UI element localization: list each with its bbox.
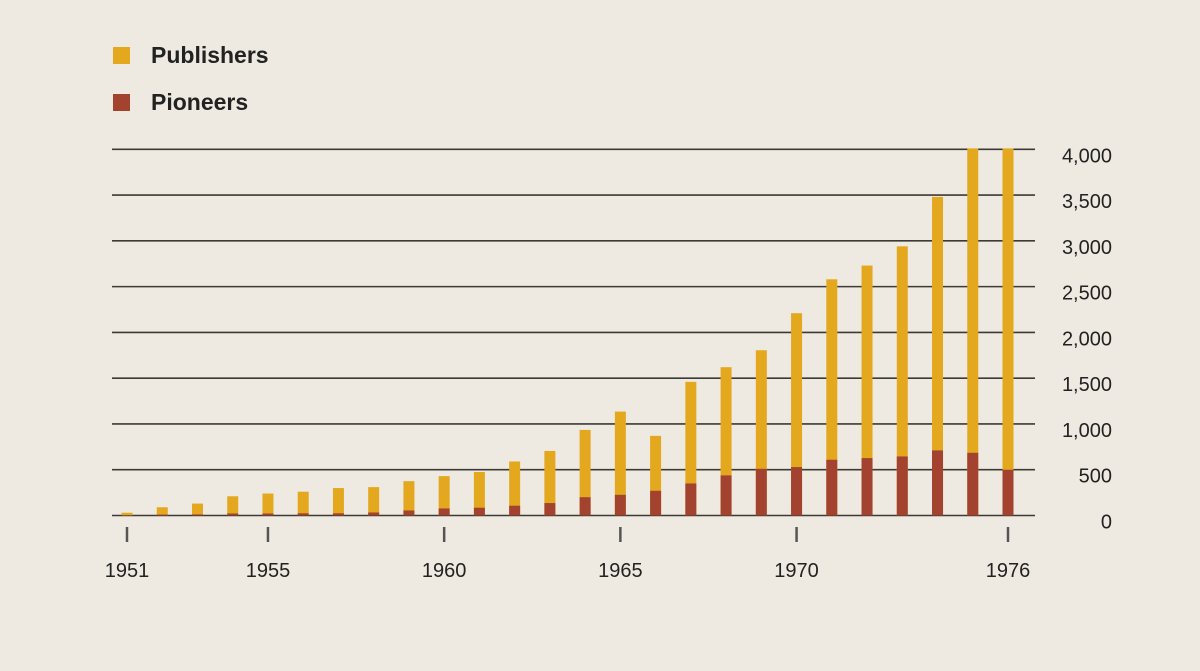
legend-label-publishers: Publishers bbox=[151, 42, 269, 68]
pioneers-bar bbox=[227, 513, 239, 516]
publishers-bar bbox=[121, 512, 133, 516]
publishers-bar bbox=[685, 381, 697, 516]
pioneers-bar bbox=[896, 456, 908, 516]
pioneers-bar bbox=[685, 483, 697, 516]
pioneers-bar bbox=[509, 505, 521, 516]
pioneers-bar bbox=[826, 459, 838, 516]
pioneers-bar bbox=[544, 503, 556, 516]
publishers-bar bbox=[544, 450, 556, 516]
pioneers-bar bbox=[614, 494, 626, 516]
publishers-bar bbox=[791, 313, 803, 516]
publishers-bar bbox=[579, 429, 591, 516]
publishers-bar bbox=[473, 472, 485, 516]
pioneers-bar bbox=[403, 510, 415, 516]
publishers-bar bbox=[332, 488, 344, 516]
y-tick-label: 0 bbox=[1101, 512, 1112, 534]
publishers-bar bbox=[438, 476, 450, 516]
pioneers-bar bbox=[791, 467, 803, 516]
x-tick-label: 1965 bbox=[598, 560, 643, 582]
x-tick-label: 1955 bbox=[246, 560, 291, 582]
pioneers-bar bbox=[473, 507, 485, 516]
pioneers-bar bbox=[262, 513, 274, 516]
y-tick-label: 2,500 bbox=[1062, 283, 1112, 305]
pioneers-bar bbox=[438, 508, 450, 516]
publishers-bar bbox=[156, 507, 168, 516]
pioneers-bar bbox=[720, 475, 732, 516]
pioneers-bar bbox=[967, 452, 979, 516]
publishers-bar bbox=[896, 246, 908, 516]
x-tick-label: 1960 bbox=[422, 560, 467, 582]
legend-label-pioneers: Pioneers bbox=[151, 89, 249, 115]
pioneers-bar bbox=[332, 513, 344, 516]
y-tick-label: 2,000 bbox=[1062, 328, 1112, 350]
pioneers-bar bbox=[861, 458, 873, 516]
y-tick-label: 4,000 bbox=[1062, 145, 1112, 167]
pioneers-bar bbox=[650, 490, 662, 516]
pioneers-bar bbox=[932, 450, 944, 516]
x-tick-label: 1951 bbox=[105, 560, 150, 582]
publishers-bar bbox=[368, 487, 380, 516]
pioneers-bar bbox=[579, 497, 591, 516]
publishers-bar bbox=[826, 279, 838, 516]
y-tick-label: 1,500 bbox=[1062, 374, 1112, 396]
publishers-bar bbox=[403, 481, 415, 516]
publishers-bar bbox=[191, 503, 203, 516]
pioneers-swatch bbox=[113, 94, 130, 111]
publishers-bar bbox=[720, 367, 732, 516]
publishers-bar bbox=[509, 461, 521, 516]
publishers-swatch bbox=[113, 47, 130, 64]
pioneers-bar bbox=[156, 514, 168, 516]
publishers-bar bbox=[297, 491, 309, 516]
pioneers-bar bbox=[191, 514, 203, 516]
publishers-bar bbox=[227, 496, 239, 516]
y-tick-label: 500 bbox=[1079, 466, 1112, 488]
publishers-bar bbox=[967, 148, 979, 516]
pioneers-bar bbox=[368, 512, 380, 516]
pioneers-bar bbox=[755, 468, 767, 516]
pioneers-bar bbox=[297, 513, 309, 516]
publishers-bar bbox=[932, 196, 944, 516]
pioneers-bar bbox=[1002, 469, 1014, 516]
x-tick-label: 1976 bbox=[986, 560, 1031, 582]
legend-item-publishers: Publishers bbox=[113, 42, 269, 69]
y-tick-label: 3,000 bbox=[1062, 237, 1112, 259]
publishers-bar bbox=[861, 265, 873, 516]
legend-item-pioneers: Pioneers bbox=[113, 89, 248, 116]
publishers-bar bbox=[262, 493, 274, 516]
publishers-bar bbox=[614, 411, 626, 516]
publishers-bar bbox=[755, 350, 767, 516]
y-tick-label: 3,500 bbox=[1062, 191, 1112, 213]
publishers-bar bbox=[1002, 148, 1014, 516]
publishers-bar bbox=[650, 435, 662, 516]
x-tick-label: 1970 bbox=[774, 560, 819, 582]
y-tick-label: 1,000 bbox=[1062, 420, 1112, 442]
